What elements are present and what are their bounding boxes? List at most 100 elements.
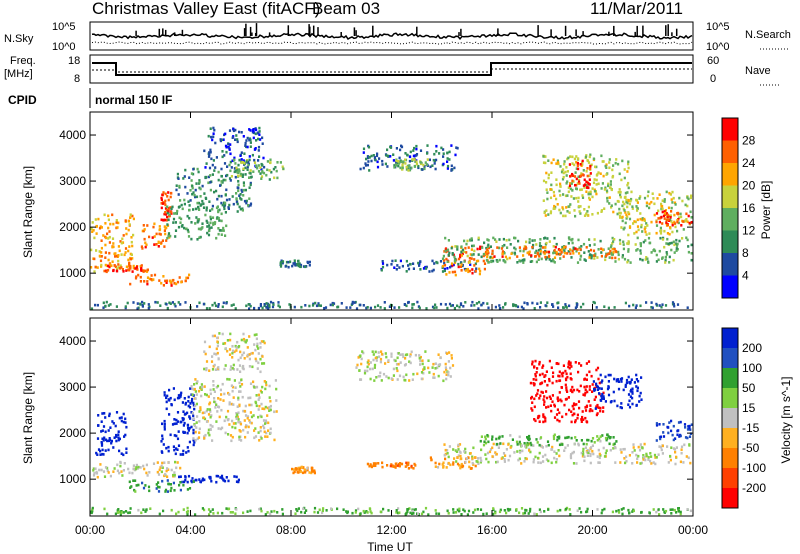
scatter-cell xyxy=(486,252,489,256)
scatter-cell xyxy=(238,390,241,393)
velocity-colorbar-frame xyxy=(721,327,739,509)
scatter-cell xyxy=(619,461,622,464)
scatter-cell xyxy=(558,253,561,256)
scatter-cell xyxy=(368,507,371,510)
scatter-cell xyxy=(601,434,604,437)
scatter-cell xyxy=(542,250,545,254)
scatter-cell xyxy=(380,268,383,272)
scatter-cell xyxy=(585,385,588,388)
scatter-cell xyxy=(136,307,139,310)
scatter-cell xyxy=(118,416,121,420)
scatter-cell xyxy=(259,370,262,374)
scatter-cell xyxy=(482,443,486,447)
scatter-cell xyxy=(195,216,198,219)
scatter-cell xyxy=(324,306,328,309)
scatter-cell xyxy=(378,157,381,160)
scatter-cell xyxy=(570,420,573,424)
scatter-cell xyxy=(586,507,589,511)
scatter-cell xyxy=(473,304,476,307)
scatter-cell xyxy=(96,437,100,440)
scatter-cell xyxy=(223,479,227,483)
scatter-cell xyxy=(220,233,223,236)
scatter-cell xyxy=(194,222,197,225)
scatter-cell xyxy=(93,257,96,261)
scatter-cell xyxy=(518,246,521,249)
scatter-cell xyxy=(663,510,666,514)
scatter-cell xyxy=(559,165,562,168)
scatter-cell xyxy=(214,406,217,409)
scatter-cell xyxy=(614,260,617,263)
scatter-cell xyxy=(246,145,249,149)
scatter-cell xyxy=(100,226,103,229)
scatter-cell xyxy=(231,349,235,353)
scatter-cell xyxy=(533,366,536,369)
scatter-cell xyxy=(112,470,115,473)
scatter-cell xyxy=(571,241,574,245)
scatter-cell xyxy=(585,170,588,173)
scatter-cell xyxy=(495,240,498,243)
scatter-cell xyxy=(208,369,211,372)
scatter-cell xyxy=(452,511,455,514)
scatter-cell xyxy=(541,372,544,376)
scatter-cell xyxy=(167,398,170,401)
scatter-cell xyxy=(627,508,630,512)
scatter-cell xyxy=(621,512,624,516)
scatter-cell xyxy=(362,151,365,154)
scatter-cell xyxy=(662,431,665,434)
scatter-cell xyxy=(443,250,446,253)
scatter-cell xyxy=(141,481,144,485)
velocity-colorbar-tick: -15 xyxy=(742,421,760,435)
scatter-cell xyxy=(557,374,560,378)
scatter-cell xyxy=(165,208,168,212)
scatter-cell xyxy=(664,255,667,259)
scatter-cell xyxy=(482,254,485,258)
scatter-cell xyxy=(570,182,573,185)
scatter-cell xyxy=(395,147,398,150)
scatter-cell xyxy=(578,507,581,510)
scatter-cell xyxy=(447,373,450,377)
scatter-cell xyxy=(575,160,578,164)
scatter-cell xyxy=(277,304,280,307)
scatter-cell xyxy=(107,258,110,262)
scatter-cell xyxy=(535,394,538,397)
scatter-cell xyxy=(585,362,588,365)
scatter-cell xyxy=(394,466,397,469)
scatter-cell xyxy=(109,303,112,306)
scatter-cell xyxy=(580,439,583,442)
scatter-cell xyxy=(514,247,517,251)
scatter-cell xyxy=(545,444,548,448)
scatter-cell xyxy=(628,511,631,515)
scatter-cell xyxy=(189,199,192,202)
scatter-cell xyxy=(256,345,259,348)
scatter-cell xyxy=(639,242,642,245)
scatter-cell xyxy=(579,163,582,166)
scatter-cell xyxy=(367,359,370,362)
scatter-cell xyxy=(547,159,550,162)
scatter-cell xyxy=(544,249,547,253)
scatter-cell xyxy=(419,260,422,263)
scatter-cell xyxy=(609,245,613,249)
scatter-cell xyxy=(406,153,409,157)
scatter-cell xyxy=(143,467,146,471)
scatter-cell xyxy=(538,241,542,245)
scatter-cell xyxy=(254,357,257,361)
scatter-cell xyxy=(611,242,614,245)
scatter-cell xyxy=(655,224,659,227)
scatter-cell xyxy=(228,353,232,356)
scatter-cell xyxy=(600,254,603,258)
scatter-cell xyxy=(606,253,609,256)
scatter-cell xyxy=(249,204,252,207)
scatter-cell xyxy=(219,427,222,431)
scatter-cell xyxy=(243,161,246,165)
scatter-cell xyxy=(192,428,195,432)
scatter-cell xyxy=(174,304,177,308)
scatter-cell xyxy=(472,244,475,248)
scatter-cell xyxy=(304,471,307,474)
scatter-cell xyxy=(192,167,195,171)
scatter-cell xyxy=(265,383,268,387)
scatter-cell xyxy=(686,204,689,208)
scatter-cell xyxy=(384,352,387,355)
scatter-cell xyxy=(574,420,577,424)
scatter-cell xyxy=(567,242,570,245)
scatter-cell xyxy=(232,363,235,367)
